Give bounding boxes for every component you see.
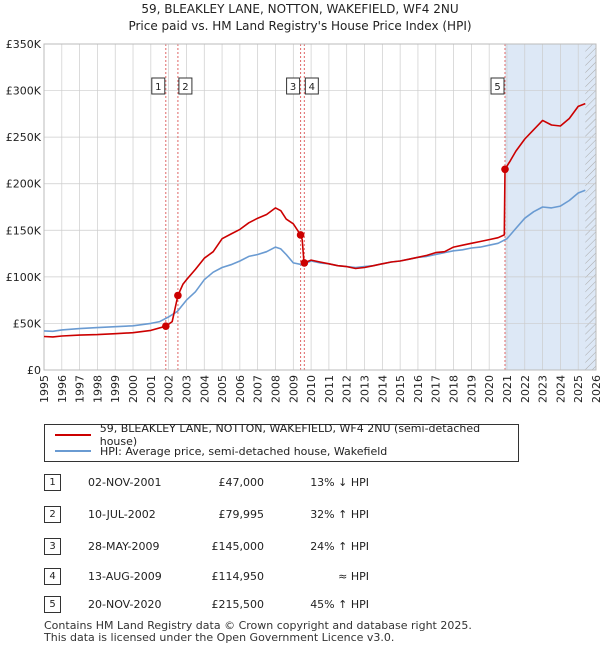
row-date: 20-NOV-2020 bbox=[88, 598, 162, 611]
sale-marker-box bbox=[490, 77, 505, 95]
x-tick-label: 1996 bbox=[56, 375, 69, 403]
row-badge: 3 bbox=[44, 538, 61, 555]
table-row: 4 13-AUG-2009 £114,950 ≈ HPI bbox=[44, 568, 584, 585]
x-tick-label: 1999 bbox=[109, 375, 122, 403]
row-hpi: 32% ↑ HPI bbox=[310, 508, 369, 521]
sale-marker-label: 3 bbox=[290, 82, 296, 93]
hatched-region bbox=[585, 44, 596, 370]
y-tick-label: £300K bbox=[6, 85, 42, 98]
x-tick-label: 1997 bbox=[74, 375, 87, 403]
row-hpi: ≈ HPI bbox=[338, 570, 369, 583]
row-date: 13-AUG-2009 bbox=[88, 570, 162, 583]
plot-frame bbox=[43, 43, 597, 371]
row-badge: 1 bbox=[44, 474, 61, 491]
legend: 59, BLEAKLEY LANE, NOTTON, WAKEFIELD, WF… bbox=[44, 422, 519, 462]
sale-point bbox=[296, 231, 305, 239]
chart-title: 59, BLEAKLEY LANE, NOTTON, WAKEFIELD, WF… bbox=[141, 2, 459, 16]
sale-marker-label: 5 bbox=[494, 82, 500, 93]
row-date: 28-MAY-2009 bbox=[88, 540, 160, 553]
x-tick-label: 2012 bbox=[341, 375, 354, 403]
y-tick-label: £200K bbox=[6, 178, 42, 191]
sale-marker-box bbox=[178, 77, 193, 95]
x-tick-label: 2026 bbox=[590, 375, 600, 403]
x-tick-label: 2006 bbox=[234, 375, 247, 403]
x-tick-label: 2001 bbox=[145, 375, 158, 403]
sale-marker-label: 2 bbox=[182, 82, 188, 93]
row-price: £215,500 bbox=[211, 598, 265, 611]
y-tick-label: £150K bbox=[6, 224, 42, 237]
legend-swatch-property bbox=[55, 434, 91, 436]
sale-marker-box bbox=[286, 77, 301, 95]
x-tick-label: 2023 bbox=[537, 375, 550, 403]
chart-subtitle: Price paid vs. HM Land Registry's House … bbox=[128, 19, 472, 33]
x-tick-label: 2011 bbox=[323, 375, 336, 403]
x-tick-label: 2010 bbox=[305, 375, 318, 403]
y-tick-label: £50K bbox=[13, 317, 42, 330]
sale-marker-box bbox=[304, 77, 319, 95]
row-hpi: 24% ↑ HPI bbox=[310, 540, 369, 553]
row-price: £114,950 bbox=[211, 570, 265, 583]
x-tick-label: 2016 bbox=[412, 375, 425, 403]
legend-label-hpi: HPI: Average price, semi-detached house,… bbox=[100, 444, 388, 458]
row-hpi: 13% ↓ HPI bbox=[310, 476, 369, 489]
row-badge: 5 bbox=[44, 596, 61, 613]
row-price: £47,000 bbox=[218, 476, 265, 489]
sale-point bbox=[300, 259, 309, 267]
x-tick-label: 2020 bbox=[483, 375, 496, 403]
row-badge: 4 bbox=[44, 568, 61, 585]
legend-item-hpi: HPI: Average price, semi-detached house,… bbox=[55, 443, 387, 459]
x-tick-label: 2022 bbox=[519, 375, 532, 403]
x-tick-label: 2025 bbox=[572, 375, 585, 403]
sale-marker-label: 1 bbox=[155, 82, 161, 93]
row-price: £79,995 bbox=[218, 508, 265, 521]
sale-marker-box bbox=[151, 77, 166, 95]
x-tick-label: 1995 bbox=[38, 375, 51, 403]
table-row: 3 28-MAY-2009 £145,000 24% ↑ HPI bbox=[44, 538, 584, 555]
footer-licence: This data is licensed under the Open Gov… bbox=[44, 631, 395, 644]
legend-swatch-hpi bbox=[55, 450, 91, 452]
row-badge: 2 bbox=[44, 506, 61, 523]
x-tick-label: 2009 bbox=[287, 375, 300, 403]
footer-copyright: Contains HM Land Registry data © Crown c… bbox=[44, 619, 472, 632]
x-tick-label: 2017 bbox=[430, 375, 443, 403]
sale-point bbox=[501, 165, 509, 174]
x-tick-label: 2000 bbox=[127, 375, 140, 403]
price-chart: 1 2 3 4 5 £0 £50K £100K £150K £200K £250K £300K £350… bbox=[6, 38, 600, 403]
table-row: 2 10-JUL-2002 £79,995 32% ↑ HPI bbox=[44, 506, 584, 523]
x-tick-label: 2013 bbox=[359, 375, 372, 403]
sale-point bbox=[174, 291, 182, 300]
x-tick-label: 2021 bbox=[501, 375, 514, 403]
y-tick-label: £350K bbox=[6, 38, 42, 51]
x-tick-label: 2018 bbox=[448, 375, 461, 403]
legend-label-property: 59, BLEAKLEY LANE, NOTTON, WAKEFIELD, WF… bbox=[99, 422, 481, 448]
y-tick-label: £250K bbox=[6, 131, 42, 144]
property-price-line bbox=[43, 102, 586, 338]
x-tick-label: 2007 bbox=[252, 375, 265, 403]
row-price: £145,000 bbox=[211, 540, 265, 553]
x-tick-label: 2014 bbox=[376, 375, 389, 403]
x-tick-label: 2004 bbox=[198, 375, 211, 403]
y-tick-label: £0 bbox=[27, 364, 41, 377]
x-tick-label: 2003 bbox=[180, 375, 193, 403]
x-tick-label: 2024 bbox=[554, 375, 567, 403]
sale-point bbox=[161, 322, 170, 331]
x-tick-label: 2002 bbox=[163, 375, 176, 403]
y-tick-label: £100K bbox=[6, 271, 42, 284]
table-row: 5 20-NOV-2020 £215,500 45% ↑ HPI bbox=[44, 596, 584, 613]
row-date: 10-JUL-2002 bbox=[88, 508, 156, 521]
row-date: 02-NOV-2001 bbox=[88, 476, 162, 489]
x-tick-label: 2015 bbox=[394, 375, 407, 403]
table-row: 1 02-NOV-2001 £47,000 13% ↓ HPI bbox=[44, 474, 584, 491]
sale-marker-label: 4 bbox=[309, 82, 315, 93]
row-hpi: 45% ↑ HPI bbox=[310, 598, 369, 611]
x-tick-label: 2019 bbox=[465, 375, 478, 403]
x-tick-label: 2005 bbox=[216, 375, 229, 403]
x-tick-label: 1998 bbox=[91, 375, 104, 403]
legend-item-property: 59, BLEAKLEY LANE, NOTTON, WAKEFIELD, WF… bbox=[55, 422, 518, 448]
x-tick-label: 2008 bbox=[269, 375, 282, 403]
